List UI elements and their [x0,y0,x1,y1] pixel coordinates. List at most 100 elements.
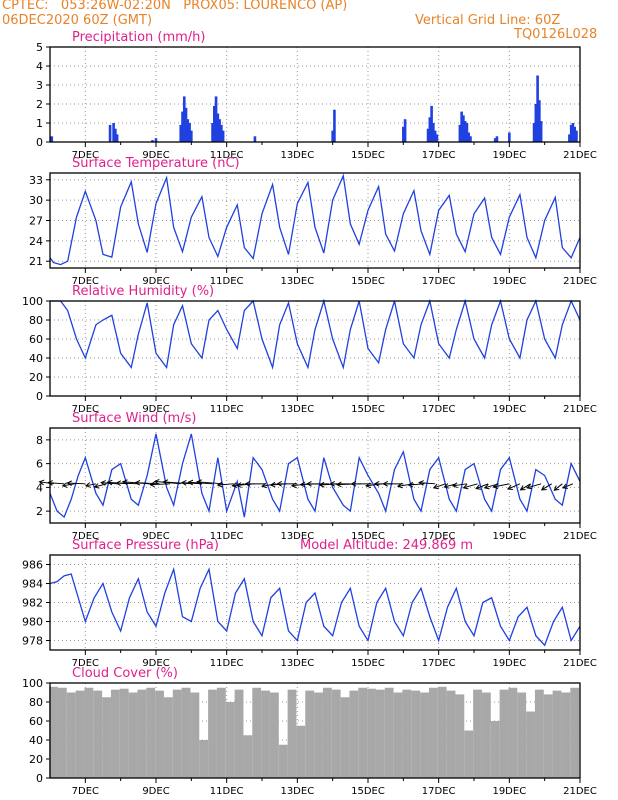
panel-1-y-tick-label: 4 [36,60,43,73]
panel-6-title: Cloud Cover (%) [72,666,178,681]
cloud-cover-bar [437,686,447,778]
header-vertical-grid-line: Vertical Grid Line: 60Z [415,13,561,28]
wind-vector-head [350,480,357,487]
precip-bar [108,124,112,142]
panel-3-x-tick-label: 15DEC [351,404,385,415]
panel-6-y-tick-label: 0 [36,772,43,785]
wind-vector-head [306,480,312,487]
precip-bar [458,124,462,142]
header-station-line: CPTEC: 053:26W-02:20N PROX05: LOURENCO (… [2,0,348,13]
precip-bar [426,128,430,142]
panel-1-x-tick-label: 21DEC [563,150,597,161]
wind-vector [67,482,86,485]
cloud-cover-bar [146,687,156,778]
cloud-cover-bar [119,688,129,778]
cloud-cover-bar [172,689,182,778]
wind-vector-head [382,480,388,487]
wind-vector [526,483,542,489]
panel-2-x-tick-label: 21DEC [563,276,597,287]
panel-5-y-tick-label: 980 [22,616,43,629]
panel-1-x-tick-label: 7DEC [72,150,99,161]
cloud-cover-bar [358,687,368,778]
cloud-cover-bar [66,692,76,778]
cloud-cover-bar [490,721,500,778]
panel-5-y-tick-label: 986 [22,559,43,572]
panel-1-x-tick-label: 15DEC [351,150,385,161]
cloud-cover-bar [110,689,120,778]
panel-3-x-tick-label: 17DEC [422,404,456,415]
panel-6-x-tick-label: 7DEC [72,786,99,797]
panel-3-frame [49,300,581,397]
panel-2-x-tick-label: 11DEC [210,276,244,287]
wind-vector-head [149,481,155,488]
precip-bar [211,123,214,142]
wind-vector [48,482,65,485]
cloud-cover-bar [402,689,412,778]
wind-vector-head [216,481,223,488]
panel-6-x-tick-label: 13DEC [280,786,314,797]
precip-bar [213,105,216,142]
panel-1-y-tick-label: 2 [36,98,43,111]
precip-bar [115,134,119,142]
wind-vector-head [451,482,458,489]
panel-2-series-line [49,173,581,266]
panel-2-x-tick-label: 7DEC [72,276,99,287]
cloud-cover-bar [296,725,306,778]
precip-bar [181,111,184,142]
precip-bar [534,104,538,142]
wind-vector-head [231,482,238,488]
wind-vector [507,483,521,490]
precip-bar [114,128,117,142]
cloud-cover-bar [163,697,173,778]
precip-bar [214,96,218,142]
cloud-cover-bar [57,687,67,778]
panel-2-y-tick-label: 30 [29,194,43,207]
precip-bar [188,123,191,142]
panel-3-y-tick-label: 40 [29,352,43,365]
panel-5-x-tick-label: 17DEC [422,658,456,669]
panel-5-x-tick-label: 13DEC [280,658,314,669]
panel-3-y-tick-label: 0 [36,390,43,403]
cloud-cover-bar [269,692,279,778]
cloud-cover-bar [552,690,562,778]
precip-bar [218,119,221,142]
precip-bar [532,123,536,142]
wind-vector [197,481,224,485]
panel-3-x-tick-label: 11DEC [210,404,244,415]
panel-3-x-tick-label: 9DEC [142,404,169,415]
wind-vector [262,483,277,487]
cloud-cover-bar [102,697,111,778]
header-model-code: TQ0126L028 [514,27,598,42]
panel-3-x-tick-label: 19DEC [492,404,526,415]
wind-vector-head [373,480,380,487]
panel-6-y-tick-label: 100 [22,677,43,690]
wind-vector-head [106,479,113,486]
wind-vector [562,483,574,489]
panel-3-y-tick-label: 80 [29,314,43,327]
panel-6-y-tick-label: 60 [29,715,43,728]
wind-vector [419,482,436,485]
panel-6-x-tick-label: 15DEC [351,786,385,797]
wind-vector-head [519,485,526,491]
wind-vector-head [506,484,513,490]
panel-6-x-tick-label: 19DEC [492,786,526,797]
cloud-cover-bar [464,730,474,778]
precip-bar [428,117,432,142]
wind-vector-head [290,482,297,489]
wind-vector [397,483,415,487]
panel-1-x-tick-label: 17DEC [422,150,456,161]
wind-vector-head [261,482,268,489]
precip-bar [435,134,439,142]
panel-5-x-tick-label: 11DEC [210,658,244,669]
cloud-cover-bar [367,688,376,778]
cloud-cover-bar [411,690,421,778]
wind-vector-head [162,479,169,485]
wind-vector [188,481,213,485]
precip-bar [469,136,472,142]
cloud-cover-bar [216,687,226,778]
wind-vector-head [93,483,100,489]
wind-vector [493,483,510,488]
cloud-cover-bar [384,687,394,778]
wind-vector [62,483,75,487]
